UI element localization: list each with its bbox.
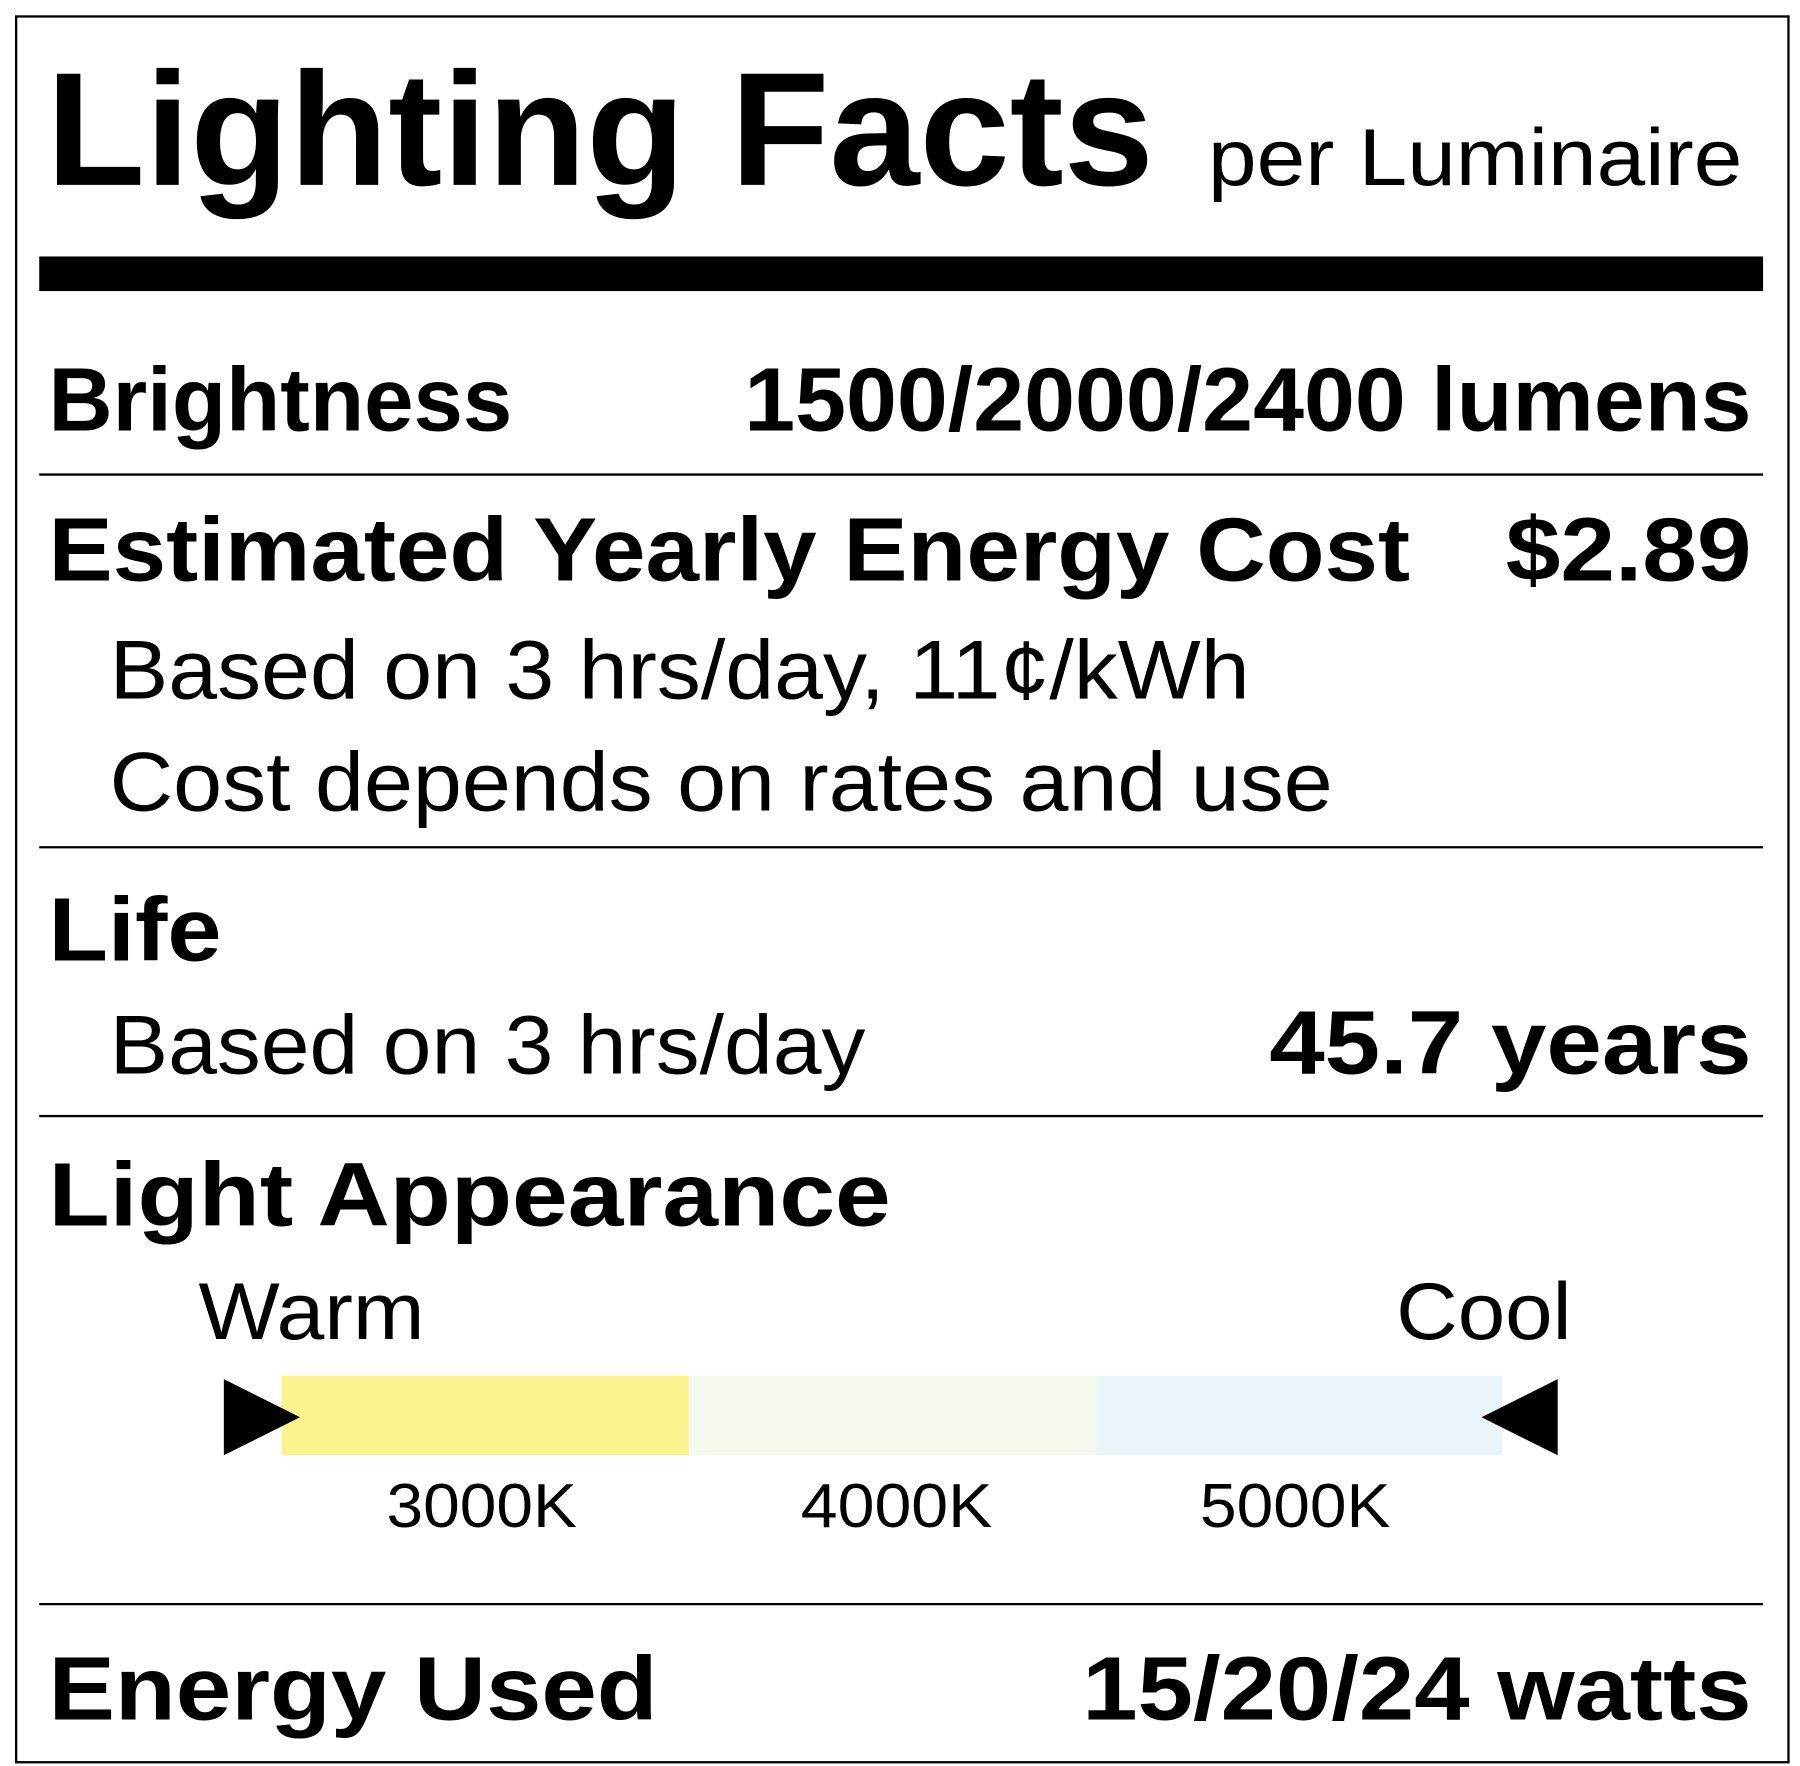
scale-label-5000k: 5000K [1200, 1472, 1390, 1541]
warm-pointer-icon [223, 1379, 300, 1456]
label-subtitle: per Luminaire [1208, 113, 1742, 203]
title-divider [39, 256, 1764, 292]
scale-segment-4000k [688, 1375, 1097, 1456]
life-note: Based on 3 hrs/day [110, 998, 866, 1091]
cool-label: Cool [1396, 1267, 1571, 1357]
energy-cost-value: $2.89 [1506, 501, 1752, 601]
energy-used-label: Energy Used [48, 1640, 657, 1740]
energy-used-value: 15/20/24 watts [1082, 1640, 1751, 1740]
label-title: Lighting Facts [46, 40, 1154, 220]
energy-cost-label: Estimated Yearly Energy Cost [48, 501, 1410, 601]
energy-cost-note-2: Cost depends on rates and use [110, 735, 1333, 828]
brightness-label: Brightness [48, 351, 512, 451]
scale-label-4000k: 4000K [801, 1472, 993, 1541]
life-label: Life [48, 880, 221, 980]
brightness-value: 1500/2000/2400 lumens [744, 351, 1751, 451]
scale-segment-3000k [281, 1375, 689, 1456]
scale-label-3000k: 3000K [387, 1472, 577, 1541]
warm-label: Warm [198, 1267, 424, 1357]
life-value: 45.7 years [1269, 993, 1751, 1093]
cool-pointer-icon [1481, 1379, 1558, 1456]
light-appearance-label: Light Appearance [48, 1146, 890, 1246]
energy-cost-note-1: Based on 3 hrs/day, 11¢/kWh [110, 623, 1250, 716]
scale-segment-5000k [1096, 1375, 1503, 1456]
label-border [15, 15, 1790, 1764]
